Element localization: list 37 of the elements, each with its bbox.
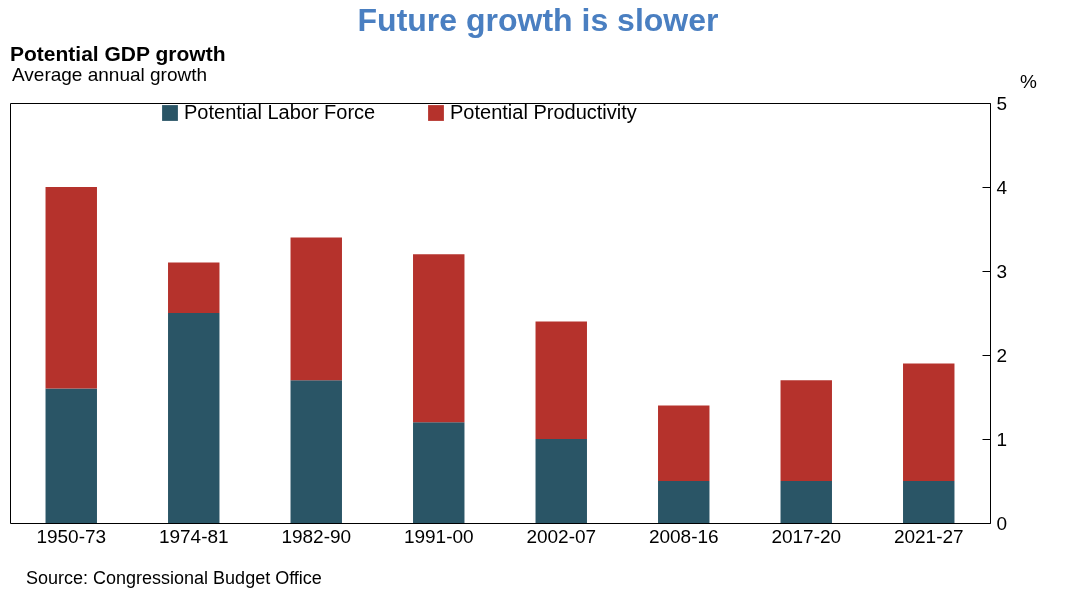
bar — [535, 439, 587, 523]
chart-subtitle: Potential GDP growth — [10, 42, 226, 66]
y-tick-label: 0 — [996, 512, 1008, 534]
x-tick-label: 1950-73 — [36, 525, 107, 547]
y-tick-label: 3 — [996, 260, 1008, 282]
bar — [658, 481, 710, 523]
text: Average annual growth — [12, 64, 208, 86]
y-tick-label: 1 — [996, 428, 1008, 450]
bar — [290, 380, 342, 523]
y-tick-label: 4 — [996, 176, 1008, 198]
bar — [168, 262, 220, 313]
bar — [780, 481, 832, 523]
bar — [290, 237, 342, 381]
source-note: Source: Congressional Budget Office — [26, 568, 322, 589]
bar — [903, 363, 955, 481]
y-axis-title: % — [1020, 70, 1038, 92]
legend-label: Potential Labor Force — [184, 101, 376, 123]
x-tick-label: 1974-81 — [158, 525, 229, 547]
bar — [45, 187, 97, 389]
y-tick-label: 5 — [996, 92, 1008, 114]
bar — [780, 380, 832, 481]
bar — [413, 254, 465, 423]
bar — [535, 321, 587, 439]
legend-label: Potential Productivity — [450, 101, 637, 123]
bar — [658, 405, 710, 481]
x-tick-label: 2021-27 — [893, 525, 964, 547]
chart-title: Future growth is slower — [356, 2, 720, 39]
x-tick-label: 1982-90 — [281, 525, 352, 547]
y-tick-label: 2 — [996, 344, 1008, 366]
x-tick-label: 2017-20 — [771, 525, 842, 547]
bar — [45, 388, 97, 523]
x-tick-label: 2002-07 — [526, 525, 597, 547]
x-tick-label: 1991-00 — [403, 525, 474, 547]
bar — [413, 422, 465, 523]
bar — [168, 313, 220, 523]
bar — [903, 481, 955, 523]
x-tick-label: 2008-16 — [648, 525, 719, 547]
